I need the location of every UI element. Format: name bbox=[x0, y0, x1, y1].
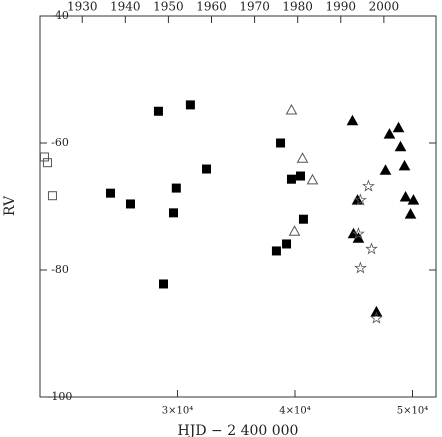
y-tick-label: -100 bbox=[48, 390, 73, 403]
point bbox=[347, 227, 360, 239]
point bbox=[383, 128, 396, 139]
x-tick-label: 4×10⁴ bbox=[279, 406, 310, 417]
point bbox=[352, 227, 365, 240]
x2-tick-label: 1960 bbox=[196, 0, 227, 14]
x-axis-label: HJD − 2 400 000 bbox=[178, 423, 299, 437]
x2-tick-label: 1980 bbox=[282, 0, 313, 14]
point bbox=[354, 261, 367, 274]
point bbox=[159, 279, 169, 289]
point bbox=[39, 152, 49, 162]
point bbox=[171, 183, 181, 193]
y-axis-label: RV bbox=[2, 195, 18, 216]
point bbox=[370, 311, 383, 324]
point bbox=[106, 188, 116, 198]
point bbox=[296, 171, 306, 181]
point bbox=[276, 138, 286, 148]
point bbox=[306, 173, 319, 185]
x2-tick-label: 1940 bbox=[110, 0, 141, 14]
point bbox=[185, 100, 195, 110]
point bbox=[288, 225, 301, 236]
y-tick-label: -60 bbox=[51, 136, 69, 149]
point bbox=[392, 121, 405, 133]
y-tick-label: -80 bbox=[51, 263, 69, 276]
point bbox=[407, 194, 420, 205]
point bbox=[404, 208, 417, 219]
point bbox=[362, 179, 375, 192]
point bbox=[399, 190, 412, 202]
plot-frame bbox=[39, 15, 437, 398]
point bbox=[125, 199, 135, 209]
point bbox=[285, 103, 298, 115]
x2-tick-label: 1950 bbox=[153, 0, 184, 14]
x2-tick-label: 2000 bbox=[369, 0, 400, 14]
y-tick-label: -40 bbox=[51, 9, 69, 22]
point bbox=[394, 140, 407, 152]
x2-tick-label: 1930 bbox=[67, 0, 98, 14]
point bbox=[47, 191, 57, 201]
point bbox=[168, 208, 178, 218]
point bbox=[354, 193, 367, 206]
x-tick-label: 5×10⁴ bbox=[397, 406, 428, 417]
point bbox=[42, 158, 52, 168]
point bbox=[365, 242, 378, 255]
x2-tick-label: 1970 bbox=[239, 0, 270, 14]
point bbox=[296, 152, 309, 163]
point bbox=[298, 214, 308, 224]
point bbox=[282, 239, 292, 249]
point bbox=[286, 174, 296, 184]
point bbox=[346, 114, 359, 126]
x-tick-label: 3×10⁴ bbox=[162, 406, 193, 417]
point bbox=[153, 106, 163, 116]
point bbox=[271, 246, 281, 256]
point bbox=[202, 164, 212, 174]
point bbox=[379, 164, 392, 175]
point bbox=[370, 305, 383, 317]
x2-tick-label: 1990 bbox=[325, 0, 356, 14]
point bbox=[398, 159, 411, 171]
